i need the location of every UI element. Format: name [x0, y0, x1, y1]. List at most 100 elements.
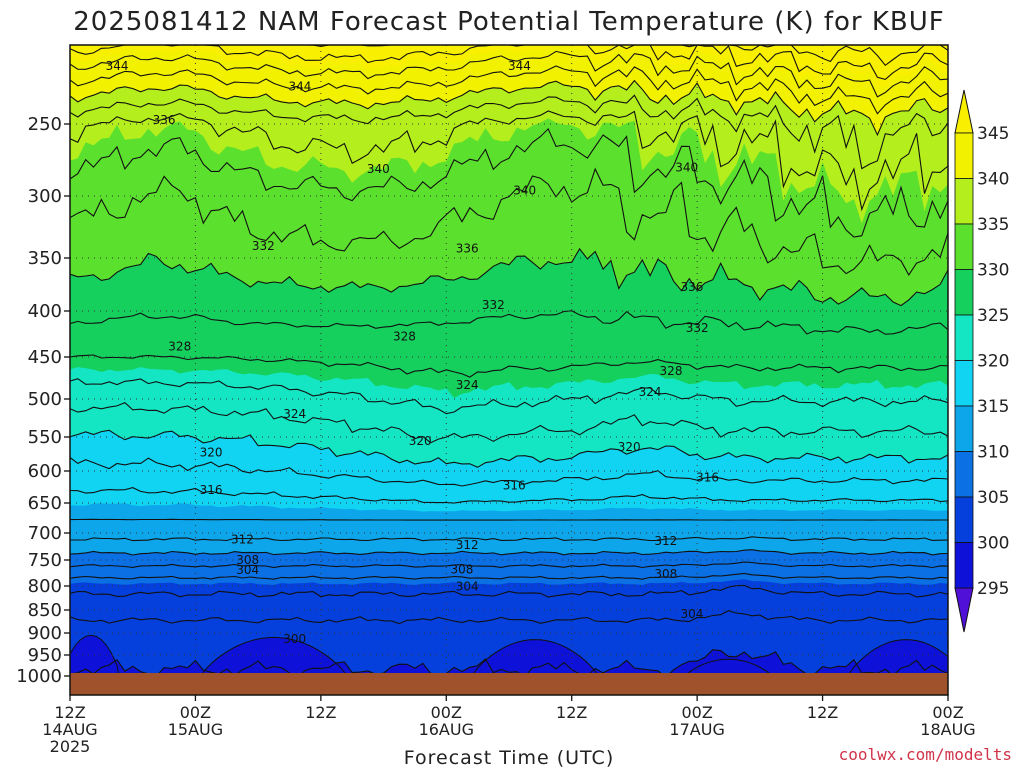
contour-label-text: 308	[654, 567, 677, 581]
xtick-label-5-0: 00Z	[681, 703, 712, 722]
contour-label-25: 312	[456, 538, 479, 552]
contour-label-5: 340	[513, 184, 536, 198]
contour-label-6: 340	[675, 161, 698, 175]
contour-label-text: 344	[288, 80, 311, 94]
xtick-label-1-0: 00Z	[180, 703, 211, 722]
contour-label-1: 344	[288, 80, 311, 94]
colorbar-tick-345: 345	[977, 124, 1009, 144]
ytick-label-450: 450	[28, 347, 62, 368]
plot-frame	[69, 44, 949, 696]
contour-label-text: 340	[367, 162, 390, 176]
contour-label-text: 312	[456, 538, 479, 552]
contour-label-text: 328	[660, 364, 683, 378]
contour-label-23: 316	[696, 470, 719, 484]
contour-label-text: 324	[639, 385, 662, 399]
contour-340	[70, 79, 948, 137]
xtick-label-4-0: 12Z	[556, 703, 587, 722]
contour-label-19: 320	[409, 434, 432, 448]
contour-label-26: 312	[654, 534, 677, 548]
contour-label-text: 312	[654, 534, 677, 548]
xtick-label-5-1: 17AUG	[669, 720, 724, 739]
contour-label-22: 316	[503, 479, 526, 493]
contour-312	[70, 536, 948, 542]
colorbar-swatch-340	[954, 132, 974, 179]
contour-label-text: 308	[451, 562, 474, 576]
contour-label-text: 344	[508, 59, 531, 73]
ytick-label-300: 300	[28, 186, 62, 207]
colorbar-swatch-325	[954, 269, 974, 316]
contour-label-13: 328	[393, 329, 416, 343]
contour-label-31: 304	[456, 580, 479, 594]
contour-lines	[70, 45, 948, 679]
contour-label-text: 308	[236, 553, 259, 567]
contour-label-10: 332	[482, 298, 505, 312]
contour-label-text: 316	[200, 483, 223, 497]
ytick-label-600: 600	[28, 461, 62, 482]
contour-label-text: 344	[106, 59, 129, 73]
contour-316	[70, 487, 948, 504]
xtick-label-0-1: 14AUG	[42, 720, 97, 739]
contour-label-text: 300	[283, 632, 306, 646]
xtick-label-1-1: 15AUG	[168, 720, 223, 739]
ytick-label-350: 350	[28, 248, 62, 269]
contour-302	[70, 610, 948, 625]
ytick-label-800: 800	[28, 576, 62, 597]
x-axis-label: Forecast Time (UTC)	[404, 747, 614, 768]
ytick-label-900: 900	[28, 623, 62, 644]
ground-surface	[70, 673, 948, 695]
contour-306	[70, 572, 948, 580]
contour-318	[70, 457, 948, 487]
ytick-label-250: 250	[28, 114, 62, 135]
contour-label-text: 336	[456, 242, 479, 256]
contour-label-text: 332	[686, 321, 709, 335]
contour-label-text: 304	[680, 607, 703, 621]
colorbar-swatch-310	[954, 405, 974, 452]
colorbar-swatch-305	[954, 451, 974, 498]
color-fill-bands	[70, 45, 948, 695]
contour-346	[70, 45, 948, 81]
colorbar-swatch-300	[954, 496, 974, 543]
contour-label-text: 324	[456, 378, 479, 392]
colorbar-tick-340: 340	[977, 170, 1009, 190]
contour-label-18: 320	[200, 445, 223, 459]
colorbar-tick-300: 300	[977, 534, 1009, 554]
contour-label-4: 340	[367, 162, 390, 176]
contour-label-12: 328	[168, 339, 191, 353]
contour-320	[70, 429, 948, 468]
colorbar-swatch-320	[954, 314, 974, 361]
contour-338	[70, 94, 948, 170]
contour-label-20: 320	[618, 440, 641, 454]
colorbar-swatch-315	[954, 360, 974, 407]
contour-label-text: 332	[252, 239, 275, 253]
credit-text: coolwx.com/modelts	[839, 745, 1012, 764]
grid-lines	[70, 45, 948, 695]
colorbar-swatch-335	[954, 178, 974, 225]
colorbar-tick-335: 335	[977, 215, 1009, 235]
contour-label-text: 312	[231, 532, 254, 546]
colorbar-tick-315: 315	[977, 397, 1009, 417]
contour-304	[70, 584, 948, 598]
xtick-label-0-2: 2025	[50, 737, 91, 756]
contour-labels: 344 344 344 336 340 340 340 332 336 336 332 332 328 3…	[106, 59, 719, 646]
xtick-label-2-0: 12Z	[305, 703, 336, 722]
contour-label-33: 300	[283, 632, 306, 646]
ytick-label-750: 750	[28, 550, 62, 571]
contour-label-text: 316	[503, 479, 526, 493]
contour-322	[70, 401, 948, 444]
contour-label-text: 336	[680, 280, 703, 294]
contour-label-3: 336	[153, 113, 176, 127]
colorbar-swatch-295	[954, 542, 974, 589]
contour-label-21: 316	[200, 483, 223, 497]
colorbar: 345 340 335 330 325 320 315 310 305 300 295	[954, 89, 1009, 633]
contour-310	[70, 549, 948, 556]
ytick-label-700: 700	[28, 523, 62, 544]
chart-title: 2025081412 NAM Forecast Potential Temper…	[73, 7, 945, 37]
contour-label-15: 324	[456, 378, 479, 392]
contour-label-text: 332	[482, 298, 505, 312]
contour-314	[70, 518, 948, 521]
contour-label-2: 344	[508, 59, 531, 73]
contour-label-8: 336	[456, 242, 479, 256]
ytick-label-400: 400	[28, 301, 62, 322]
ytick-label-1000: 1000	[16, 666, 62, 687]
